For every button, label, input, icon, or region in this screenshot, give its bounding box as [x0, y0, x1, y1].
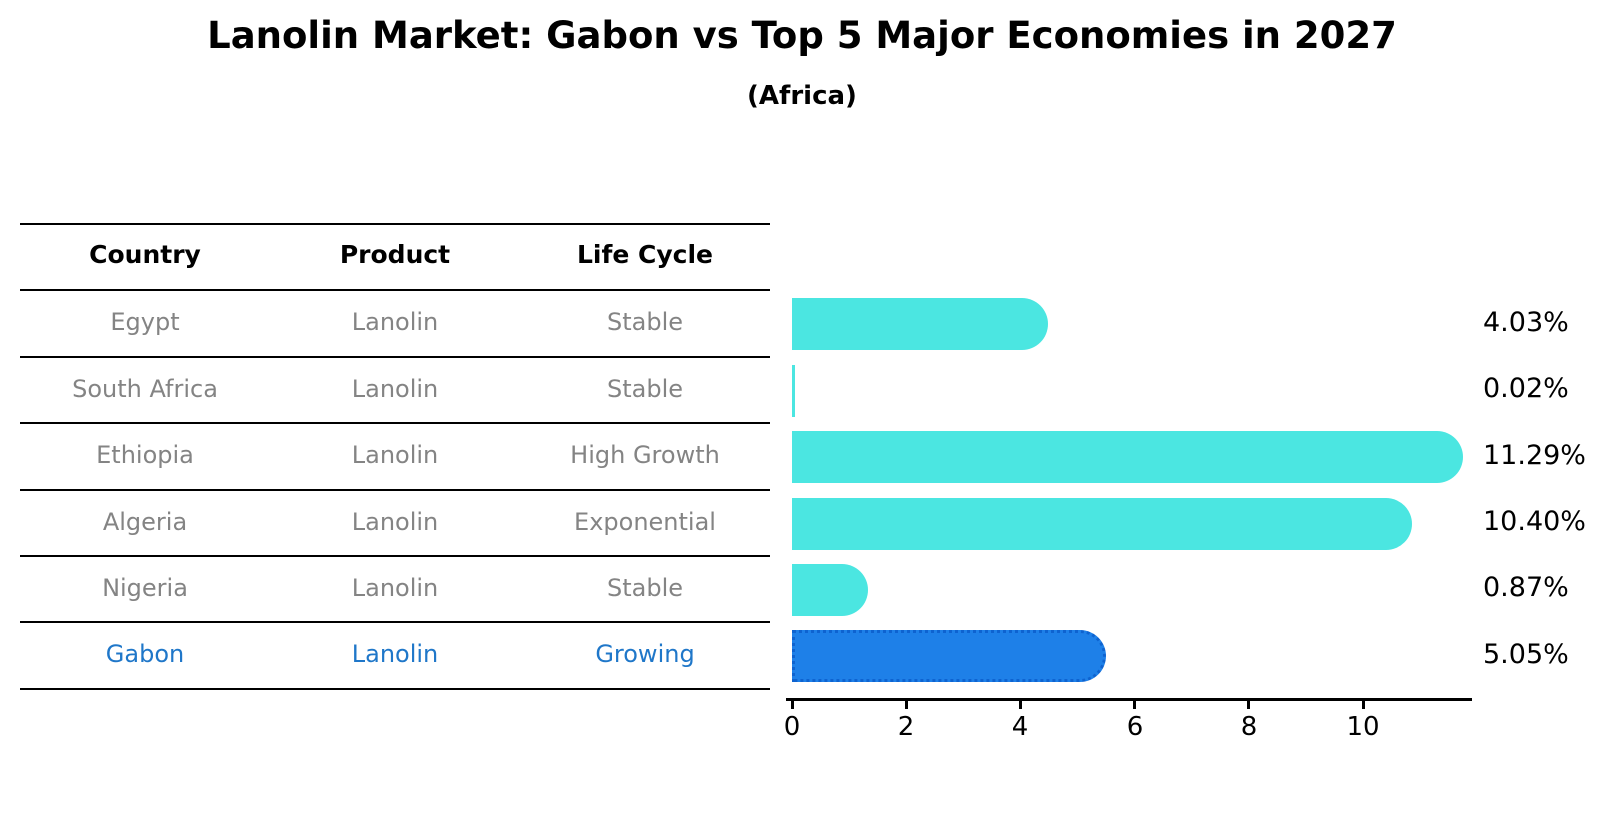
bar-egypt — [792, 298, 1048, 350]
table-cell-product-gabon: Lanolin — [351, 640, 439, 668]
column-header-country: Country — [89, 240, 201, 269]
table-cell-country-egypt: Egypt — [110, 308, 180, 336]
table-cell-country-south-africa: South Africa — [72, 375, 218, 403]
table-separator-line — [20, 688, 770, 690]
table-cell-product-algeria: Lanolin — [351, 508, 439, 536]
value-label-gabon: 5.05% — [1483, 639, 1569, 670]
table-separator-line — [20, 555, 770, 557]
table-cell-life-cycle-nigeria: Stable — [606, 574, 684, 602]
value-label-ethiopia: 11.29% — [1483, 440, 1586, 471]
table-cell-life-cycle-south-africa: Stable — [606, 375, 684, 403]
table-cell-life-cycle-gabon: Growing — [595, 640, 695, 668]
bar-nigeria — [792, 564, 868, 616]
value-label-algeria: 10.40% — [1483, 506, 1586, 537]
bar-algeria — [792, 498, 1412, 550]
x-axis-tick — [1019, 698, 1022, 709]
table-cell-life-cycle-egypt: Stable — [606, 308, 684, 336]
x-axis-line — [786, 698, 1472, 701]
x-axis-tick-label: 0 — [783, 712, 801, 742]
table-cell-country-ethiopia: Ethiopia — [96, 441, 194, 469]
x-axis-tick — [1133, 698, 1136, 709]
table-separator-line — [20, 356, 770, 358]
column-header-product: Product — [339, 240, 451, 269]
table-cell-product-nigeria: Lanolin — [351, 574, 439, 602]
value-label-nigeria: 0.87% — [1483, 572, 1569, 603]
table-cell-life-cycle-ethiopia: High Growth — [570, 441, 720, 469]
x-axis-tick-label: 10 — [1346, 712, 1380, 742]
bar-south-africa — [792, 365, 795, 417]
table-cell-country-algeria: Algeria — [102, 508, 188, 536]
x-axis-tick-label: 2 — [897, 712, 915, 742]
chart-title: Lanolin Market: Gabon vs Top 5 Major Eco… — [207, 14, 1397, 57]
table-cell-country-nigeria: Nigeria — [102, 574, 188, 602]
table-cell-product-ethiopia: Lanolin — [351, 441, 439, 469]
x-axis-tick-label: 6 — [1126, 712, 1144, 742]
table-separator-line — [20, 489, 770, 491]
bar-gabon — [792, 630, 1106, 682]
table-separator-line — [20, 422, 770, 424]
x-axis-tick-label: 4 — [1011, 712, 1029, 742]
x-axis-tick — [1362, 698, 1365, 709]
table-separator-line — [20, 289, 770, 291]
table-cell-product-egypt: Lanolin — [351, 308, 439, 336]
column-header-life-cycle: Life Cycle — [576, 240, 714, 269]
x-axis-tick — [791, 698, 794, 709]
x-axis-tick — [1247, 698, 1250, 709]
chart-subtitle: (Africa) — [747, 81, 857, 111]
table-cell-country-gabon: Gabon — [105, 640, 185, 668]
table-cell-product-south-africa: Lanolin — [351, 375, 439, 403]
value-label-south-africa: 0.02% — [1483, 373, 1569, 404]
table-separator-line — [20, 621, 770, 623]
x-axis-tick-label: 8 — [1240, 712, 1258, 742]
x-axis-tick — [905, 698, 908, 709]
value-label-egypt: 4.03% — [1483, 307, 1569, 338]
table-cell-life-cycle-algeria: Exponential — [574, 508, 716, 536]
bar-ethiopia — [792, 431, 1463, 483]
table-separator-line — [20, 223, 770, 225]
